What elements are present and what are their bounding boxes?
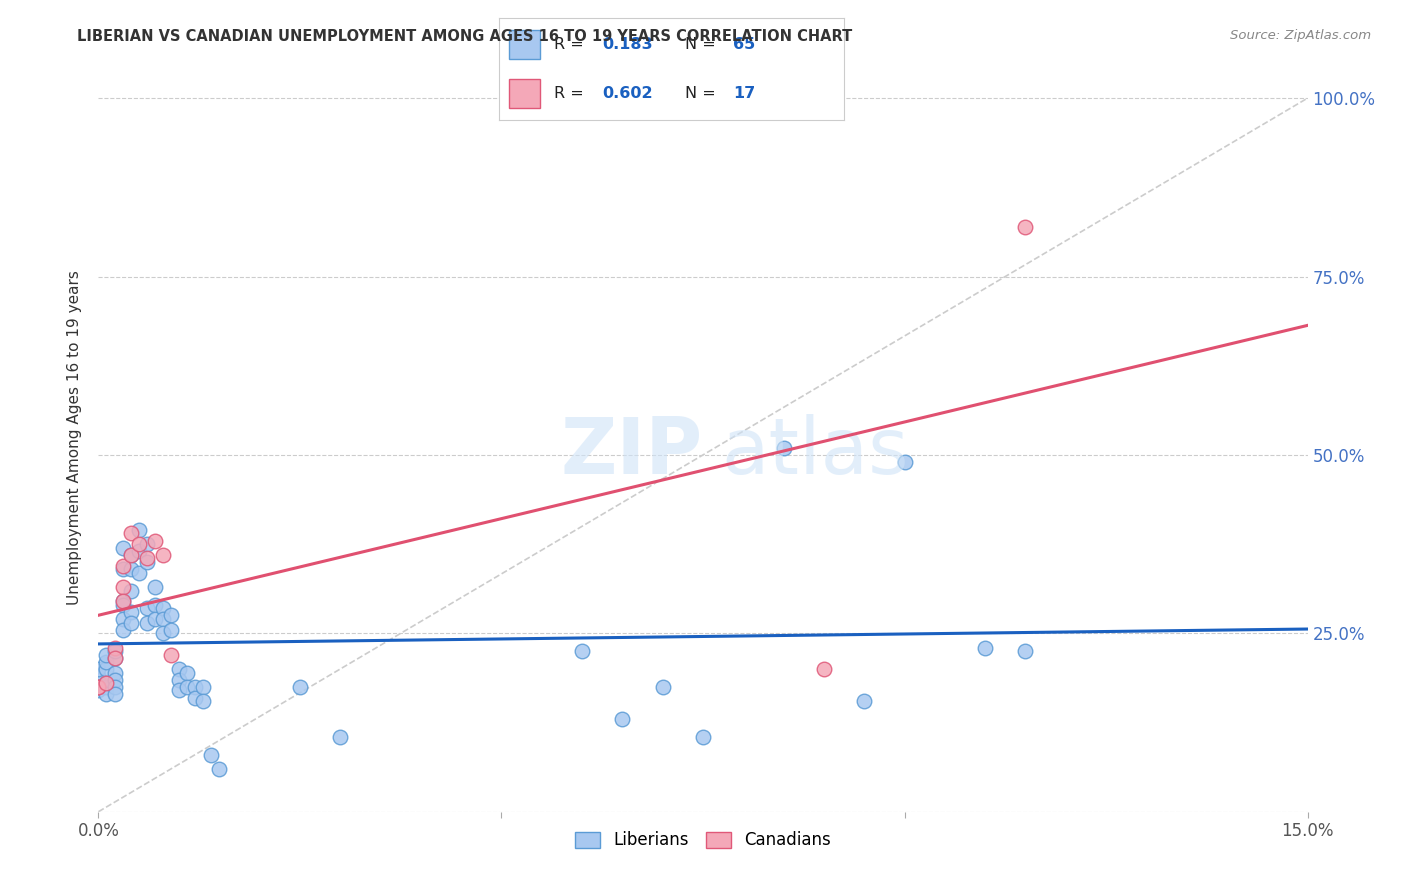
Text: 0.183: 0.183 bbox=[603, 37, 654, 52]
Text: LIBERIAN VS CANADIAN UNEMPLOYMENT AMONG AGES 16 TO 19 YEARS CORRELATION CHART: LIBERIAN VS CANADIAN UNEMPLOYMENT AMONG … bbox=[77, 29, 852, 44]
Point bbox=[288, 680, 311, 694]
Text: ZIP: ZIP bbox=[561, 414, 703, 490]
Point bbox=[120, 526, 142, 541]
Point bbox=[111, 594, 134, 608]
Point bbox=[135, 551, 157, 566]
Point bbox=[96, 655, 118, 669]
Point bbox=[87, 680, 110, 694]
Point bbox=[143, 612, 166, 626]
Point bbox=[193, 694, 215, 708]
Point bbox=[143, 533, 166, 548]
Point bbox=[87, 680, 110, 694]
Point bbox=[128, 544, 150, 558]
Point bbox=[128, 566, 150, 580]
Point bbox=[893, 455, 915, 469]
Point bbox=[176, 680, 198, 694]
Text: R =: R = bbox=[554, 37, 589, 52]
Point bbox=[111, 598, 134, 612]
Point bbox=[103, 665, 125, 680]
Point bbox=[176, 665, 198, 680]
Point bbox=[152, 626, 174, 640]
Text: 17: 17 bbox=[734, 87, 755, 102]
Point bbox=[96, 676, 118, 690]
Point bbox=[96, 687, 118, 701]
Point bbox=[96, 680, 118, 694]
Text: atlas: atlas bbox=[721, 414, 908, 490]
Point bbox=[111, 558, 134, 573]
Text: Source: ZipAtlas.com: Source: ZipAtlas.com bbox=[1230, 29, 1371, 42]
Bar bbox=[509, 30, 540, 59]
Point bbox=[87, 662, 110, 676]
Point bbox=[193, 680, 215, 694]
Point bbox=[135, 537, 157, 551]
Point bbox=[87, 683, 110, 698]
Point bbox=[103, 673, 125, 687]
Point bbox=[103, 680, 125, 694]
Point bbox=[111, 594, 134, 608]
Point bbox=[128, 537, 150, 551]
Text: N =: N = bbox=[685, 87, 721, 102]
Point bbox=[692, 730, 714, 744]
Point bbox=[152, 612, 174, 626]
Point bbox=[120, 615, 142, 630]
Point bbox=[200, 747, 222, 762]
Point bbox=[120, 548, 142, 562]
Point bbox=[96, 648, 118, 662]
Point bbox=[143, 598, 166, 612]
Point bbox=[96, 676, 118, 690]
Point bbox=[103, 651, 125, 665]
Point bbox=[111, 580, 134, 594]
Point bbox=[813, 662, 835, 676]
Point bbox=[612, 712, 634, 726]
Point bbox=[120, 605, 142, 619]
Point bbox=[120, 562, 142, 576]
Text: 0.602: 0.602 bbox=[603, 87, 654, 102]
Point bbox=[152, 601, 174, 615]
Point bbox=[111, 612, 134, 626]
Point bbox=[135, 601, 157, 615]
Point bbox=[120, 548, 142, 562]
Legend: Liberians, Canadians: Liberians, Canadians bbox=[568, 824, 838, 855]
Point bbox=[167, 673, 190, 687]
Point bbox=[103, 687, 125, 701]
Point bbox=[184, 690, 207, 705]
Point bbox=[103, 651, 125, 665]
Point bbox=[160, 648, 183, 662]
Point bbox=[111, 623, 134, 637]
Point bbox=[135, 555, 157, 569]
Point bbox=[184, 680, 207, 694]
Point bbox=[143, 580, 166, 594]
Point bbox=[571, 644, 593, 658]
Point bbox=[1014, 219, 1036, 234]
Point bbox=[87, 680, 110, 694]
Point bbox=[120, 583, 142, 598]
Point bbox=[103, 640, 125, 655]
Point bbox=[208, 762, 231, 776]
Point bbox=[111, 541, 134, 555]
Point bbox=[96, 662, 118, 676]
Point bbox=[87, 673, 110, 687]
Point bbox=[974, 640, 997, 655]
Point bbox=[853, 694, 876, 708]
Point bbox=[160, 623, 183, 637]
Point bbox=[135, 615, 157, 630]
Point bbox=[1014, 644, 1036, 658]
Text: 65: 65 bbox=[734, 37, 755, 52]
Text: N =: N = bbox=[685, 37, 721, 52]
Point bbox=[651, 680, 673, 694]
Point bbox=[103, 644, 125, 658]
Point bbox=[167, 683, 190, 698]
Point bbox=[167, 662, 190, 676]
Point bbox=[329, 730, 352, 744]
Point bbox=[128, 523, 150, 537]
Y-axis label: Unemployment Among Ages 16 to 19 years: Unemployment Among Ages 16 to 19 years bbox=[67, 269, 83, 605]
Point bbox=[87, 669, 110, 683]
Point bbox=[152, 548, 174, 562]
Point bbox=[160, 608, 183, 623]
Point bbox=[772, 441, 794, 455]
Point bbox=[111, 562, 134, 576]
Text: R =: R = bbox=[554, 87, 589, 102]
Bar bbox=[509, 79, 540, 108]
